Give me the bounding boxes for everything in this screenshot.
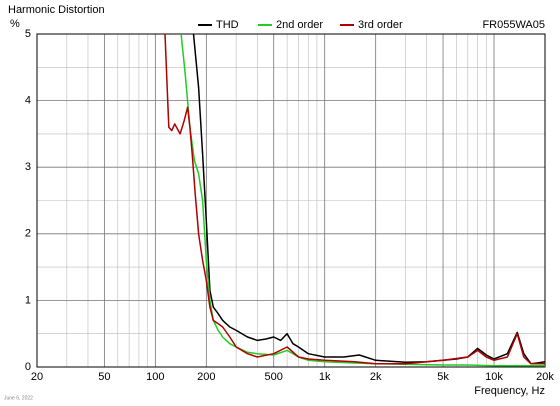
y-tick-label: 0 [25, 361, 31, 373]
x-tick-label: 2k [370, 371, 382, 383]
x-axis-label: Frequency, Hz [474, 385, 545, 397]
legend-label: 2nd order [276, 19, 323, 31]
y-tick-label: 3 [25, 161, 31, 173]
plot-frame [36, 33, 546, 368]
x-tick-label: 100 [146, 371, 164, 383]
y-tick-label: 5 [25, 28, 31, 40]
legend-label: THD [216, 19, 239, 31]
x-tick-label: 1k [319, 371, 331, 383]
date-label: June 6, 2022 [4, 395, 33, 401]
data-line [192, 34, 545, 365]
plot-area [164, 34, 545, 367]
chart-title: Harmonic Distortion [8, 4, 105, 16]
model-label: FR055WA05 [482, 19, 545, 31]
x-tick-label: 200 [197, 371, 215, 383]
x-tick-label: 10k [485, 371, 503, 383]
data-line [164, 34, 545, 365]
legend-label: 3rd order [358, 19, 403, 31]
x-tick-label: 500 [265, 371, 283, 383]
x-tick-label: 20 [31, 371, 43, 383]
y-tick-label: 4 [25, 95, 31, 107]
x-tick-label: 5k [437, 371, 449, 383]
y-axis-label: % [10, 18, 20, 30]
y-tick-label: 1 [25, 294, 31, 306]
data-line [180, 34, 545, 367]
y-tick-label: 2 [25, 228, 31, 240]
x-tick-label: 50 [98, 371, 110, 383]
x-tick-label: 20k [536, 371, 554, 383]
